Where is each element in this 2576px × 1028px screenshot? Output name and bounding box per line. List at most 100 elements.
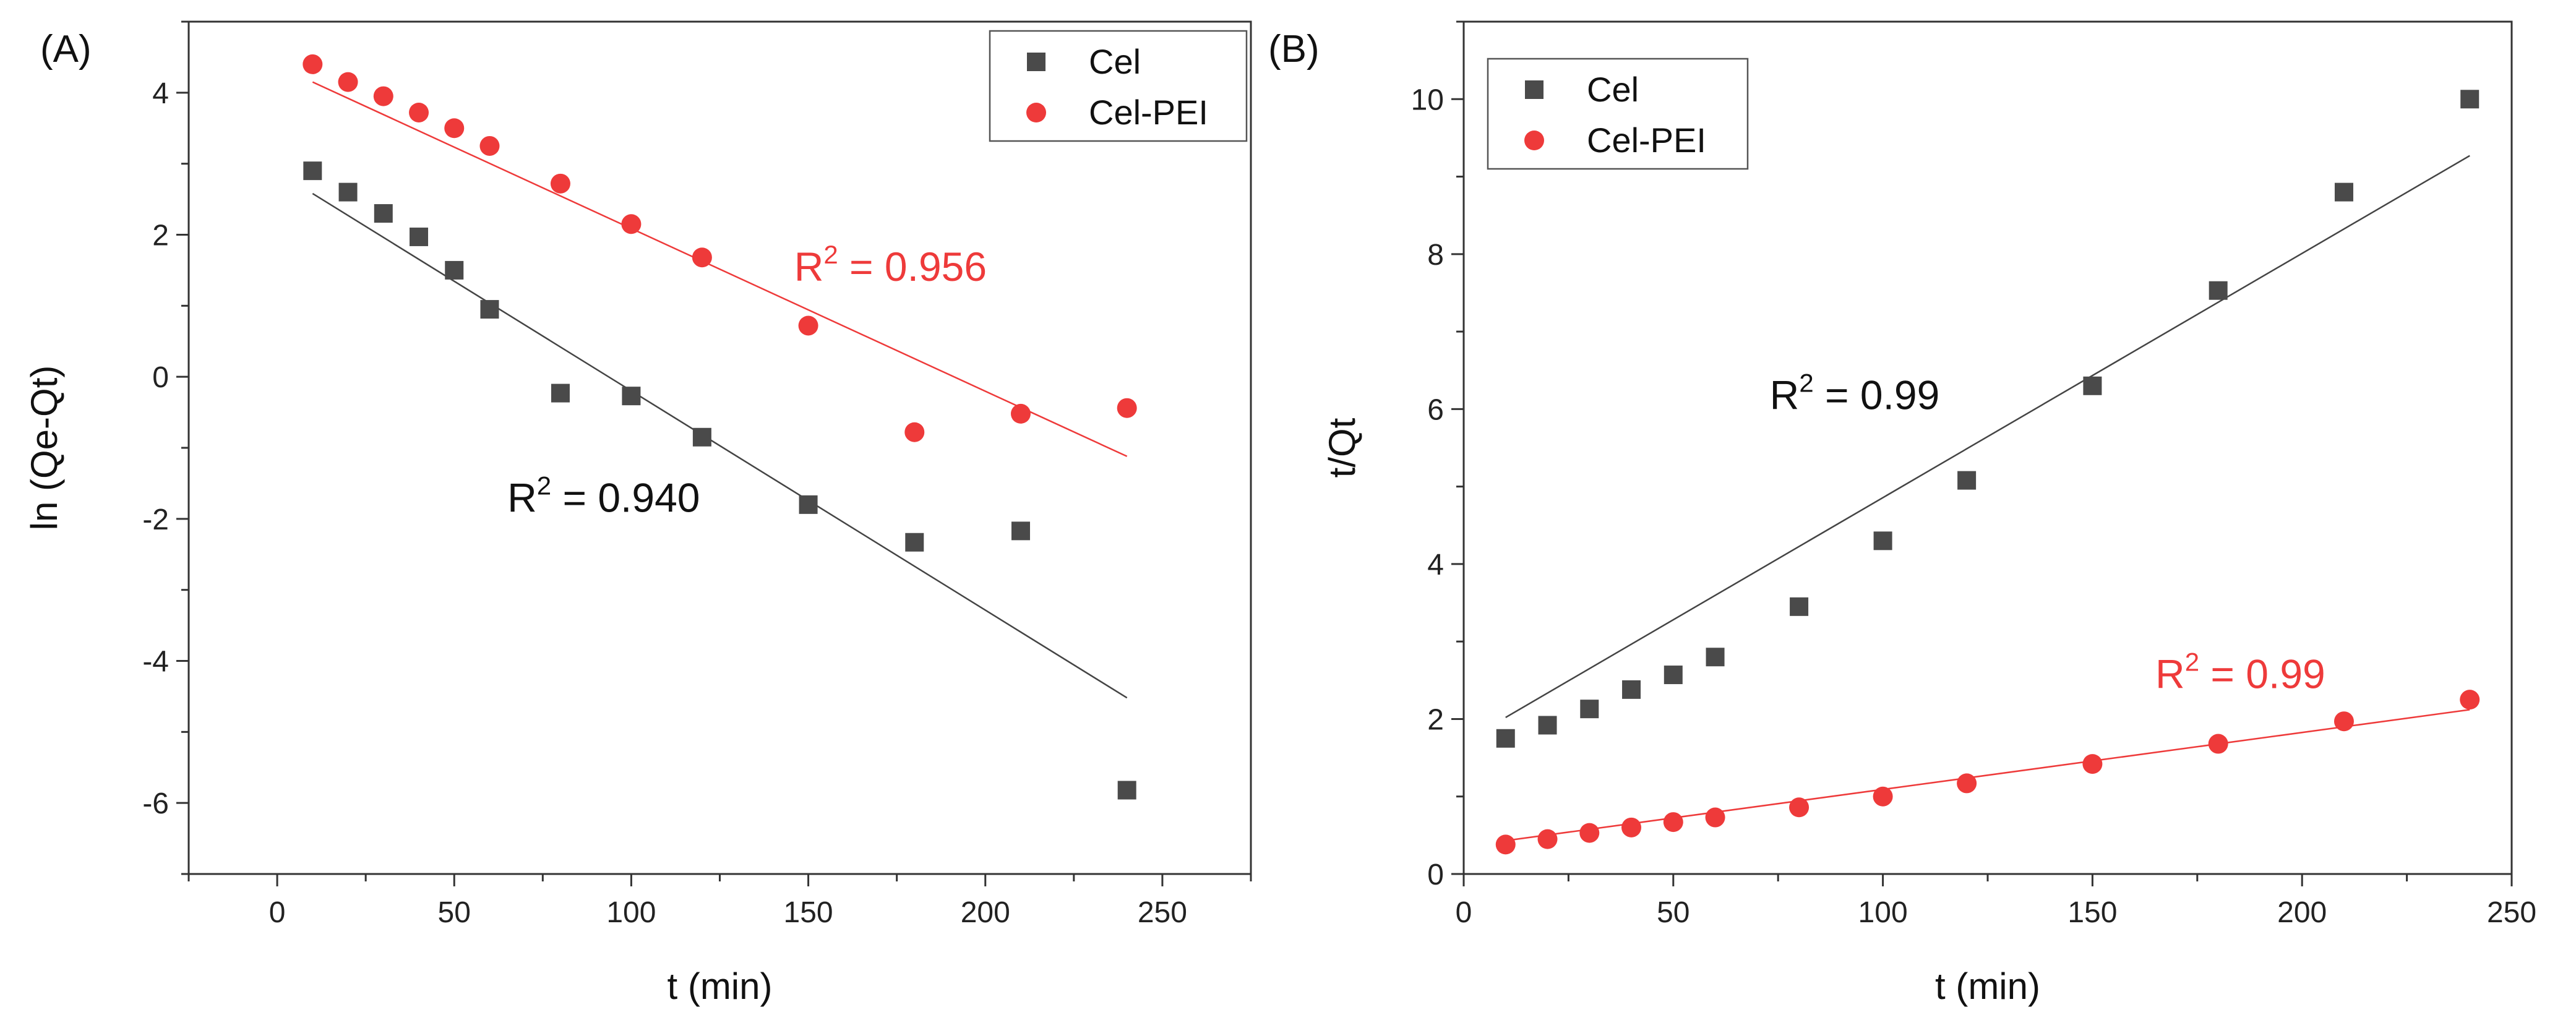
panel-b-y-axis-label: t/Qt [1321, 418, 1363, 478]
panel-b-cel-pei-point [1705, 807, 1725, 828]
panel-b-x-tick-label: 200 [2277, 896, 2327, 929]
panel-a-y-tick-label: -2 [142, 503, 169, 536]
panel-b-legend: Cel Cel-PEI [1487, 58, 1749, 170]
panel-a-cel-pei-r2-annotation: R2 = 0.956 [794, 240, 987, 289]
panel-b-legend-label-cel: Cel [1587, 70, 1639, 109]
panel-b-cel-pei-point [1873, 786, 1893, 807]
panel-a-y-tick-label: 2 [152, 220, 169, 252]
panel-a-legend: Cel Cel-PEI [989, 30, 1248, 142]
panel-b-cel-pei-r2-annotation: R2 = 0.99 [2155, 647, 2325, 696]
panel-b-cel-pei-point [2208, 734, 2228, 754]
panel-b-series-cel-pei: R2 = 0.99 [1495, 647, 2480, 855]
panel-a-y-axis-label: ln (Qe-Qt) [24, 366, 65, 531]
panel-b-cel-r2-annotation: R2 = 0.99 [1770, 368, 1940, 418]
panel-a-cel-point [303, 161, 322, 181]
panel-a-cel-r2-annotation: R2 = 0.940 [507, 471, 700, 520]
panel-a-cel-pei-point [303, 54, 323, 74]
panel-b: 0 50 100 150 200 250 0 2 4 6 8 10 t (min) t/Qt (B) R2 =… [1268, 20, 2536, 1007]
panel-a-legend-label-cel-pei: Cel-PEI [1089, 93, 1208, 132]
panel-b-y-tick-label: 4 [1427, 549, 1444, 581]
panel-a-legend-label-cel: Cel [1089, 42, 1141, 81]
panel-b-cel-pei-point [1663, 812, 1683, 833]
panel-a-cel-point [692, 427, 711, 447]
panel-b-cel-point [1790, 597, 1809, 616]
panel-a-cel-point [799, 495, 818, 514]
panel-a-cel-point [1011, 521, 1030, 541]
panel-a-cel-point [551, 383, 570, 403]
panel-a-cel-pei-point [621, 214, 642, 234]
panel-a-cel-point [1117, 781, 1136, 800]
panel-b-cel-point [1538, 716, 1557, 735]
panel-a-cel-pei-point [444, 118, 465, 139]
panel-b-cel-point [1706, 648, 1725, 667]
panel-a-legend-box [989, 30, 1248, 142]
panel-b-cel-point [2460, 90, 2479, 109]
panel-b-y-tick-label: 0 [1427, 859, 1444, 891]
panel-b-x-axis-label: t (min) [1935, 966, 2040, 1007]
panel-a-x-tick-label: 250 [1138, 896, 1187, 929]
panel-a-legend-marker-cel-pei [1026, 103, 1046, 122]
panel-a-panel-label: (A) [40, 28, 92, 71]
panel-b-legend-box [1487, 58, 1749, 170]
panel-b-cel-pei-point [1579, 823, 1600, 843]
panel-a-cel-pei-point [409, 102, 429, 122]
panel-a-cel-pei-point [1117, 398, 1137, 418]
panel-a-y-tick-label: -6 [142, 787, 169, 820]
panel-a-legend-marker-cel [1027, 53, 1045, 71]
panel-a-cel-pei-point [550, 173, 570, 194]
panel-b-cel-point [1873, 531, 1892, 550]
panel-b-y-tick-label: 2 [1427, 703, 1444, 736]
panel-b-cel-point [2334, 182, 2353, 202]
panel-a-series-cel-pei: R2 = 0.956 [303, 54, 1137, 457]
panel-a-x-tick-label: 0 [269, 896, 286, 929]
panel-b-y-tick-label: 8 [1427, 239, 1444, 272]
panel-a-cel-point [338, 182, 358, 202]
panel-b-x-tick-label: 50 [1657, 896, 1689, 929]
panel-a-cel-pei-point [373, 86, 393, 106]
panel-b-cel-pei-point [1957, 773, 1977, 794]
panel-b-cel-point [2083, 376, 2102, 395]
panel-a-cel-pei-fit-line [312, 81, 1128, 457]
panel-a-x-tick-label: 50 [438, 896, 471, 929]
panel-b-cel-fit-line [1505, 155, 2470, 719]
panel-b-legend-label-cel-pei: Cel-PEI [1587, 121, 1706, 160]
panel-b-cel-pei-point [2082, 754, 2103, 774]
panel-b-y-tick-label: 10 [1411, 84, 1444, 116]
panel-b-cel-pei-point [1621, 817, 1642, 837]
panel-a-cel-pei-point [338, 72, 358, 92]
panel-b-cel-pei-point [1495, 834, 1516, 855]
panel-b-series-cel: R2 = 0.99 [1496, 90, 2479, 748]
panel-a-y-tick-label: -4 [142, 646, 169, 679]
panel-b-x-tick-label: 250 [2487, 896, 2536, 929]
panel-a-plot-frame [187, 20, 1252, 875]
panel-a: 0 50 100 150 200 250 -6 -4 -2 0 2 4 t (min) ln (Qe-Qt… [24, 20, 1252, 1007]
panel-a-cel-point [622, 387, 641, 406]
panel-b-x-tick-label: 0 [1456, 896, 1472, 929]
panel-b-cel-point [1622, 680, 1641, 699]
panel-a-x-axis-label: t (min) [668, 966, 773, 1007]
panel-b-y-tick-label: 6 [1427, 393, 1444, 426]
panel-a-series-cel: R2 = 0.940 [303, 161, 1136, 800]
panel-b-cel-pei-point [1537, 829, 1558, 849]
panel-a-cel-pei-point [692, 247, 712, 268]
panel-a-cel-pei-point [798, 315, 818, 336]
panel-b-cel-pei-point [2333, 711, 2354, 732]
panel-b-cel-point [1580, 700, 1599, 719]
panel-a-x-tick-label: 200 [961, 896, 1010, 929]
panel-a-cel-pei-point [1010, 403, 1031, 424]
panel-a-y-tick-label: 4 [152, 77, 169, 110]
panel-a-cel-point [480, 300, 499, 319]
panel-b-x-tick-label: 150 [2067, 896, 2117, 929]
panel-b-cel-pei-point [1789, 797, 1810, 818]
panel-b-cel-point [2209, 281, 2228, 300]
panel-b-cel-point [1664, 666, 1683, 685]
panel-b-cel-pei-fit-line [1505, 709, 2470, 842]
panel-a-cel-point [410, 227, 429, 246]
panel-a-y-tick-label: 0 [152, 361, 169, 394]
panel-b-cel-point [1957, 471, 1977, 490]
panel-b-legend-marker-cel [1525, 80, 1543, 99]
panel-b-cel-pei-point [2460, 690, 2480, 710]
panel-a-cel-pei-point [904, 422, 925, 442]
panel-b-cel-point [1496, 729, 1515, 748]
